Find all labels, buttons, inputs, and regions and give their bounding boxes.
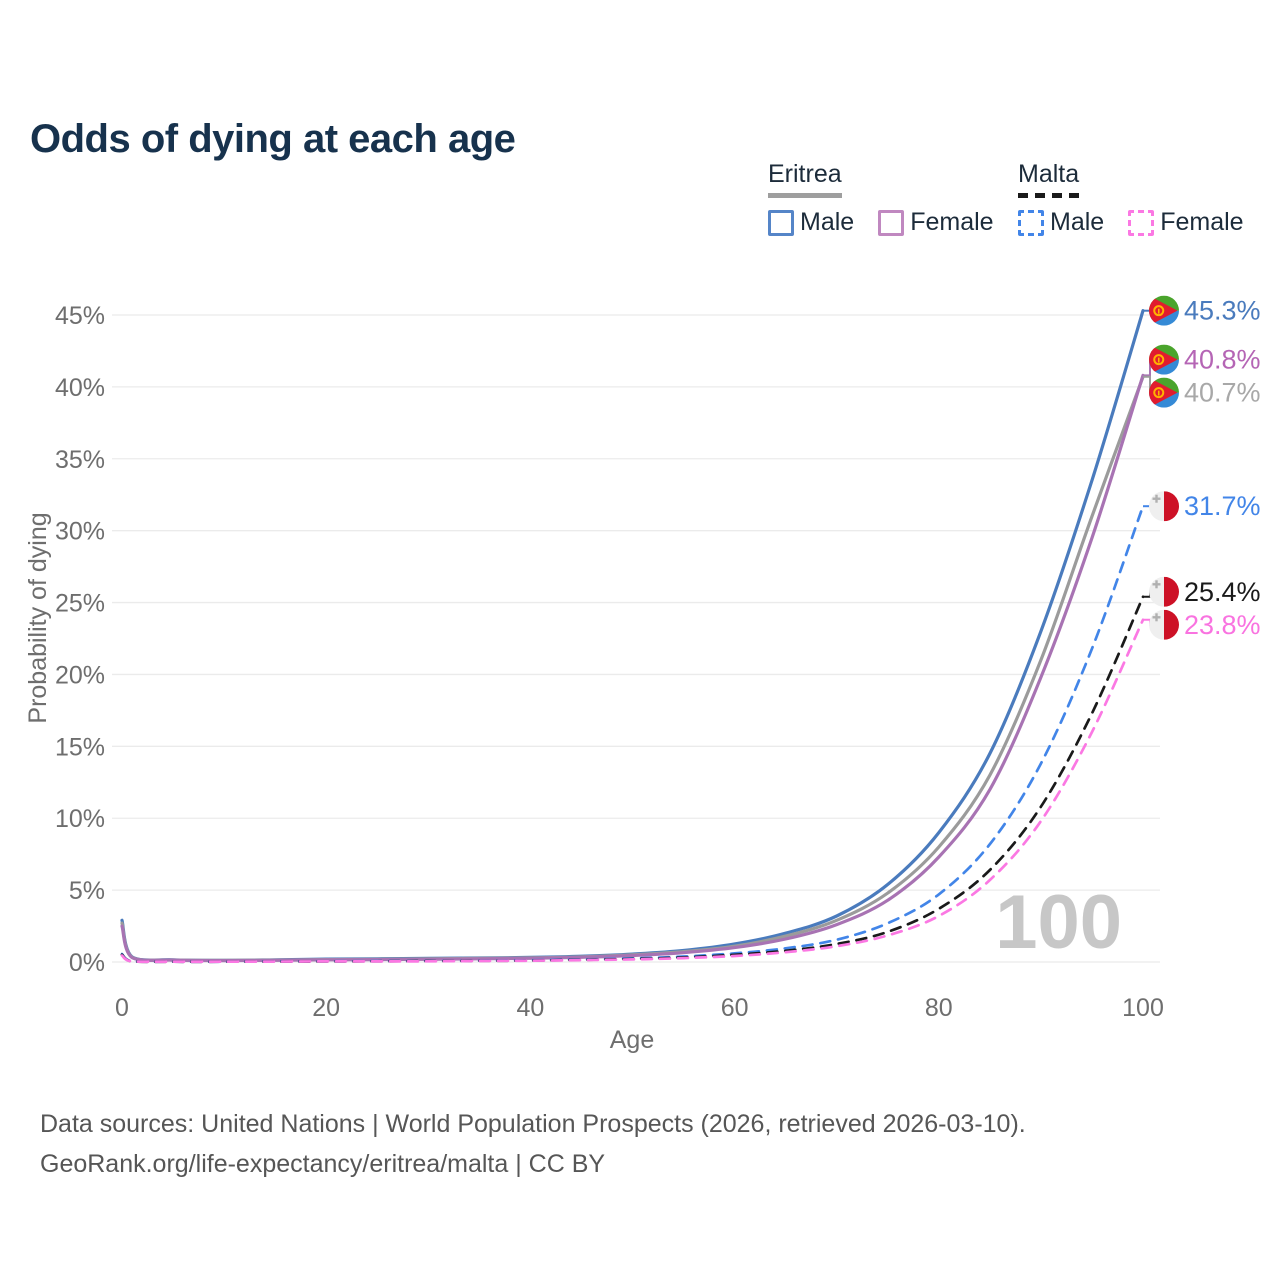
x-axis-title: Age	[610, 1026, 654, 1054]
legend-item-label: Male	[800, 208, 855, 236]
series-line-eritrea-female	[120, 373, 1145, 963]
y-tick-label: 15%	[55, 733, 105, 761]
legend-item-label: Male	[1050, 208, 1105, 236]
series-line-malta-both-sexes	[120, 595, 1145, 964]
legend-item-label: Female	[1160, 208, 1244, 236]
y-tick-label: 45%	[55, 302, 105, 330]
series-line-malta-female	[120, 618, 1145, 964]
eritrea-flag-icon	[1149, 295, 1179, 326]
end-value-label-malta-both-sexes: 25.4%	[1184, 577, 1261, 607]
y-axis-title: Probability of dying	[24, 512, 52, 723]
eritrea-flag-icon	[1149, 344, 1179, 375]
x-tick-label: 100	[1122, 994, 1164, 1022]
legend-country-label: Eritrea	[768, 160, 842, 198]
legend-checkbox-icon[interactable]	[878, 209, 905, 236]
end-value-label-eritrea-male: 45.3%	[1184, 296, 1261, 326]
y-tick-label: 40%	[55, 374, 105, 402]
legend-checkbox-icon[interactable]	[1128, 209, 1155, 236]
x-tick-label: 0	[115, 994, 129, 1022]
legend-checkbox-icon[interactable]	[768, 209, 794, 236]
x-tick-label: 60	[721, 994, 749, 1022]
legend-checkbox-icon[interactable]	[1018, 209, 1044, 236]
legend-items-malta: Male Female	[1018, 208, 1244, 237]
x-tick-label: 40	[516, 994, 544, 1022]
footer-attribution: Data sources: United Nations | World Pop…	[40, 1104, 1026, 1184]
legend-item-eritrea-male[interactable]: Male	[768, 208, 854, 237]
malta-flag-icon	[1149, 609, 1179, 640]
x-tick-label: 20	[312, 994, 340, 1022]
legend-country-label: Malta	[1018, 160, 1080, 198]
series-line-malta-male	[120, 504, 1145, 964]
legend-items-eritrea: Male Female	[768, 208, 994, 237]
end-value-label-eritrea-female: 40.8%	[1184, 345, 1261, 375]
legend-group-eritrea: Eritrea Male Female	[768, 160, 994, 237]
legend-item-malta-male[interactable]: Male	[1018, 208, 1104, 237]
end-value-label-malta-female: 23.8%	[1184, 610, 1261, 640]
legend-item-malta-female[interactable]: Female	[1128, 208, 1244, 237]
series-line-eritrea-both-sexes	[120, 375, 1145, 963]
malta-flag-icon	[1149, 491, 1179, 522]
legend-item-label: Female	[910, 208, 994, 236]
series-line-eritrea-male	[120, 309, 1145, 962]
y-tick-label: 25%	[55, 590, 105, 618]
legend-item-eritrea-female[interactable]: Female	[878, 208, 994, 237]
eritrea-flag-icon	[1149, 377, 1179, 408]
y-tick-label: 10%	[55, 805, 105, 833]
legend-group-malta: Malta Male Female	[1018, 160, 1244, 237]
malta-flag-icon	[1149, 576, 1179, 607]
gridlines: 0% 5% 10% 15% 20% 25% 30% 35% 40% 45% 0 20 40 60 80 100	[55, 302, 1164, 1022]
end-value-label-malta-male: 31.7%	[1184, 491, 1261, 521]
y-tick-label: 20%	[55, 661, 105, 689]
y-tick-label: 0%	[69, 949, 105, 977]
footer-line-2: GeoRank.org/life-expectancy/eritrea/malt…	[40, 1150, 606, 1178]
legend-country-eritrea: Eritrea	[768, 160, 994, 198]
page-title: Odds of dying at each age	[30, 116, 516, 161]
y-tick-label: 5%	[69, 877, 105, 905]
y-tick-label: 30%	[55, 518, 105, 546]
y-tick-label: 35%	[55, 446, 105, 474]
footer-line-1: Data sources: United Nations | World Pop…	[40, 1110, 1026, 1138]
legend: Eritrea Male Female Malta Male	[0, 0, 1280, 260]
age-watermark: 100	[995, 880, 1122, 965]
end-value-label-eritrea-both-sexes: 40.7%	[1184, 378, 1261, 408]
x-tick-label: 80	[925, 994, 953, 1022]
legend-country-malta: Malta	[1018, 160, 1244, 198]
